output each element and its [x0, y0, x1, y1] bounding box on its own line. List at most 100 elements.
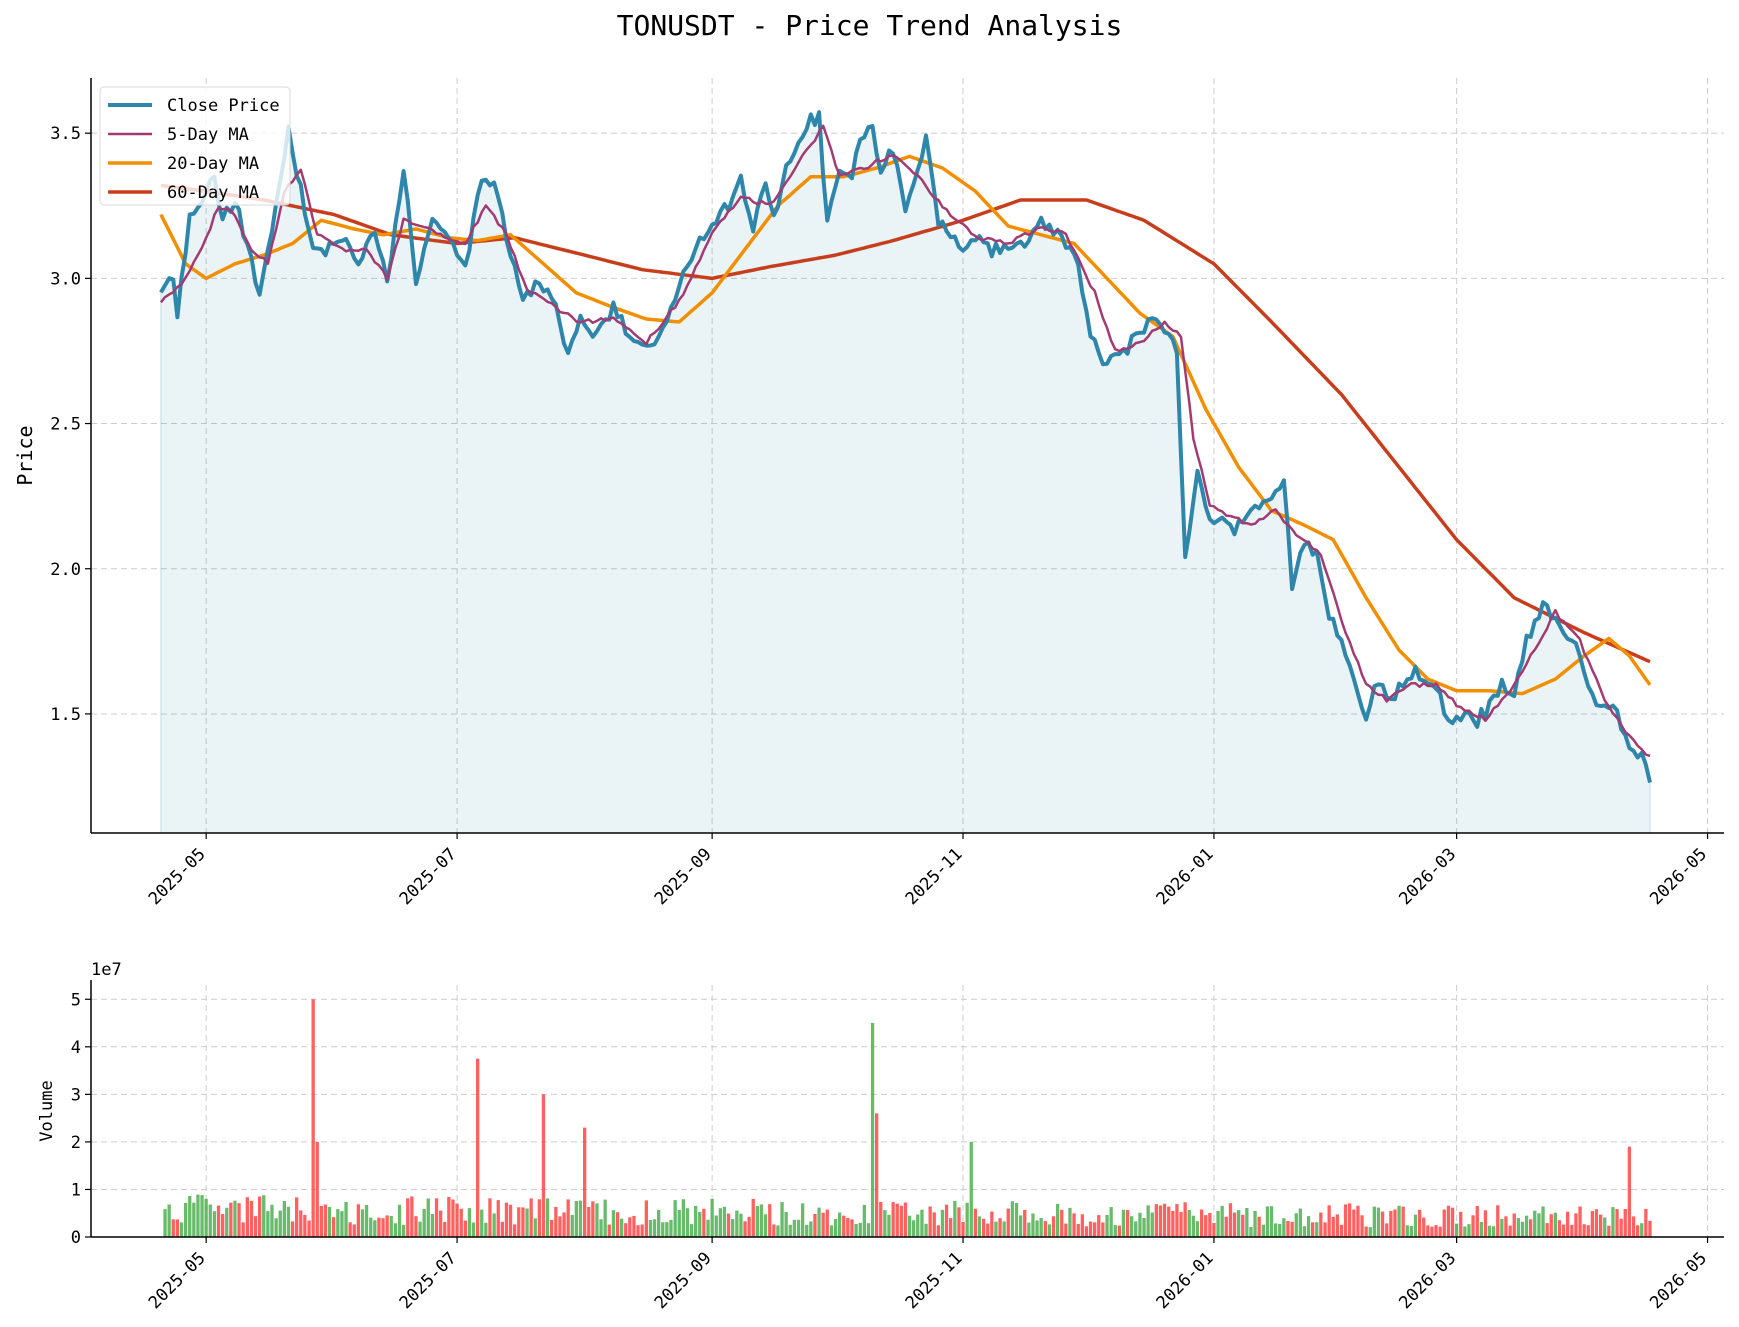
volume-bar: [1249, 1227, 1253, 1237]
volume-bar: [1459, 1211, 1463, 1237]
volume-bar: [500, 1221, 504, 1237]
volume-bar: [443, 1221, 447, 1237]
volume-bar: [722, 1206, 727, 1237]
volume-bar: [529, 1198, 533, 1237]
volume-bar: [1418, 1209, 1422, 1237]
price-x-tick-label: 2025-11: [902, 844, 967, 909]
volume-bar: [1553, 1212, 1557, 1237]
volume-bar: [965, 1202, 969, 1237]
volume-bar: [615, 1212, 620, 1237]
volume-bar: [607, 1224, 611, 1237]
volume-bar: [1389, 1210, 1393, 1237]
volume-bar: [1253, 1211, 1257, 1237]
volume-bar: [801, 1203, 805, 1237]
volume-bar: [270, 1204, 274, 1237]
volume-bar: [895, 1203, 899, 1237]
volume-bar: [821, 1212, 825, 1237]
volume-bar: [566, 1199, 570, 1237]
volume-bar: [1504, 1216, 1508, 1237]
volume-bar: [1241, 1214, 1245, 1237]
volume-bar: [1216, 1211, 1220, 1237]
volume-bar: [463, 1220, 467, 1237]
volume-bar: [776, 1225, 780, 1237]
volume-bars: [163, 999, 1652, 1237]
volume-bar: [1335, 1214, 1339, 1237]
volume-bar: [1261, 1224, 1265, 1237]
volume-bar: [1636, 1225, 1640, 1237]
volume-bar: [640, 1224, 644, 1237]
volume-bar: [311, 999, 315, 1237]
volume-bar: [1644, 1208, 1648, 1237]
volume-bar: [385, 1215, 389, 1237]
volume-bar: [957, 1207, 961, 1237]
volume-bar: [488, 1198, 492, 1237]
volume-bar: [940, 1209, 945, 1237]
volume-y-tick-label: 1: [71, 1180, 81, 1200]
volume-scale-note: 1e7: [91, 960, 122, 980]
volume-bar: [233, 1200, 237, 1237]
volume-bar: [846, 1218, 850, 1237]
price-y-tick-label: 3.0: [50, 269, 81, 289]
volume-bar: [204, 1198, 208, 1237]
price-y-tick-label: 3.5: [50, 124, 81, 144]
volume-bar: [1088, 1221, 1093, 1237]
volume-bar: [537, 1199, 541, 1237]
volume-x-tick-label: 2025-09: [651, 1248, 716, 1313]
volume-bar: [299, 1210, 303, 1237]
volume-bar: [755, 1206, 759, 1237]
volume-bar: [912, 1220, 916, 1237]
volume-bar: [1134, 1221, 1138, 1237]
volume-bar: [1467, 1224, 1471, 1237]
volume-bar: [731, 1219, 735, 1237]
volume-bar: [813, 1214, 817, 1237]
volume-y-tick-label: 0: [71, 1228, 81, 1248]
volume-bar: [1179, 1211, 1183, 1237]
volume-bar: [990, 1211, 994, 1237]
volume-bar: [1315, 1222, 1319, 1237]
volume-bar: [1274, 1223, 1278, 1237]
volume-bar: [1537, 1213, 1541, 1237]
volume-bar: [1039, 1218, 1043, 1237]
volume-bar: [1479, 1222, 1483, 1237]
volume-grid: [91, 985, 1724, 1238]
volume-bar: [508, 1204, 513, 1237]
volume-bar: [1302, 1226, 1307, 1237]
volume-bar: [949, 1218, 953, 1237]
volume-bar: [406, 1198, 410, 1237]
volume-bar: [1368, 1227, 1372, 1237]
volume-bar: [595, 1203, 599, 1237]
volume-bar: [916, 1214, 920, 1237]
volume-bar: [504, 1202, 509, 1237]
volume-bar: [969, 1141, 973, 1237]
volume-bar: [484, 1222, 488, 1237]
volume-bar: [221, 1214, 225, 1237]
volume-bar: [685, 1208, 690, 1237]
volume-bar: [480, 1209, 484, 1237]
volume-bar: [1356, 1205, 1360, 1237]
volume-bar: [714, 1215, 718, 1237]
volume-bar: [739, 1213, 743, 1237]
volume-bar: [1590, 1211, 1594, 1237]
volume-bar: [492, 1213, 496, 1237]
volume-bar: [1541, 1206, 1545, 1237]
volume-bar: [1006, 1208, 1010, 1237]
volume-bar: [1125, 1210, 1130, 1237]
volume-bar: [315, 1141, 319, 1237]
volume-bar: [319, 1205, 323, 1237]
price-y-axis-label: Price: [13, 425, 37, 485]
volume-bar: [591, 1201, 595, 1237]
volume-bar: [920, 1209, 924, 1237]
ma5-line: [159, 124, 1651, 758]
volume-bar: [352, 1224, 356, 1237]
volume-bar: [866, 1223, 871, 1237]
price-x-tick-label: 2025-09: [651, 844, 716, 909]
volume-bar: [628, 1217, 632, 1237]
volume-bar: [1512, 1213, 1516, 1237]
volume-bar: [1269, 1206, 1274, 1237]
volume-bar: [1615, 1209, 1619, 1237]
volume-bar: [1208, 1212, 1212, 1237]
volume-bar: [550, 1219, 554, 1237]
volume-bar: [434, 1198, 439, 1237]
volume-bar: [1047, 1224, 1052, 1237]
